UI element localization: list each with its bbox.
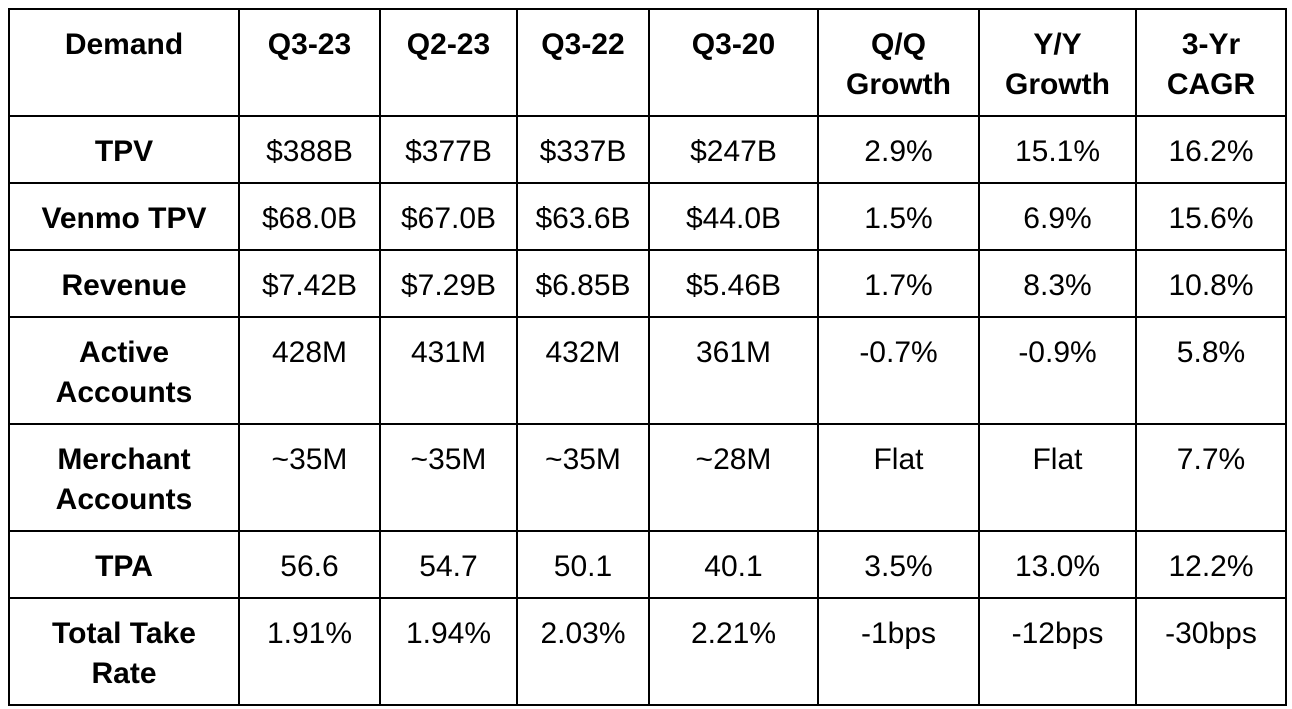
table-cell: 16.2% <box>1135 115 1287 184</box>
header-cell: Y/Y Growth <box>978 8 1137 117</box>
row-label: Venmo TPV <box>8 182 240 251</box>
table-cell: 428M <box>238 316 381 425</box>
data-table: Demand Q3-23 Q2-23 Q3-22 Q3-20 Q/Q Growth Y/Y … <box>8 8 1287 706</box>
table-cell: 1.5% <box>817 182 980 251</box>
table-cell: $7.42B <box>238 249 381 318</box>
table-cell: 432M <box>516 316 650 425</box>
row-label: Total Take Rate <box>8 597 240 706</box>
table-cell: 10.8% <box>1135 249 1287 318</box>
header-cell: Q/Q Growth <box>817 8 980 117</box>
table-cell: -1bps <box>817 597 980 706</box>
table-cell: 13.0% <box>978 530 1137 599</box>
table-cell: 3.5% <box>817 530 980 599</box>
table-cell: -12bps <box>978 597 1137 706</box>
table-cell: $44.0B <box>648 182 819 251</box>
table-row: Venmo TPV $68.0B $67.0B $63.6B $44.0B 1.5% 6.9… <box>8 182 1287 251</box>
table-cell: Flat <box>978 423 1137 532</box>
table-row: Total Take Rate 1.91% 1.94% 2.03% 2.21% -1bps… <box>8 597 1287 706</box>
table-cell: 2.9% <box>817 115 980 184</box>
table-cell: 54.7 <box>379 530 518 599</box>
table-cell: 56.6 <box>238 530 381 599</box>
table-cell: 50.1 <box>516 530 650 599</box>
table-cell: 12.2% <box>1135 530 1287 599</box>
table-row: Merchant Accounts ~35M ~35M ~35M ~28M Flat Fla… <box>8 423 1287 532</box>
header-cell: 3-Yr CAGR <box>1135 8 1287 117</box>
table-cell: ~28M <box>648 423 819 532</box>
header-cell: Q3-20 <box>648 8 819 117</box>
table-cell: 15.6% <box>1135 182 1287 251</box>
row-label: Revenue <box>8 249 240 318</box>
table-cell: -30bps <box>1135 597 1287 706</box>
header-row: Demand Q3-23 Q2-23 Q3-22 Q3-20 Q/Q Growth Y/Y … <box>8 8 1287 117</box>
table-cell: $337B <box>516 115 650 184</box>
table-cell: 361M <box>648 316 819 425</box>
header-cell: Demand <box>8 8 240 117</box>
table-cell: 1.94% <box>379 597 518 706</box>
table-cell: ~35M <box>238 423 381 532</box>
table-cell: $247B <box>648 115 819 184</box>
table-cell: 8.3% <box>978 249 1137 318</box>
row-label: Active Accounts <box>8 316 240 425</box>
table-cell: 431M <box>379 316 518 425</box>
table-cell: -0.7% <box>817 316 980 425</box>
table-cell: $388B <box>238 115 381 184</box>
table-cell: -0.9% <box>978 316 1137 425</box>
table-cell: $67.0B <box>379 182 518 251</box>
table-row: TPA 56.6 54.7 50.1 40.1 3.5% 13.0% 12.2% <box>8 530 1287 599</box>
table-row: Revenue $7.42B $7.29B $6.85B $5.46B 1.7% 8.3% 1… <box>8 249 1287 318</box>
table-cell: 2.21% <box>648 597 819 706</box>
table-cell: Flat <box>817 423 980 532</box>
table-row: TPV $388B $377B $337B $247B 2.9% 15.1% 16.2% <box>8 115 1287 184</box>
row-label: Merchant Accounts <box>8 423 240 532</box>
table-cell: 1.7% <box>817 249 980 318</box>
table-cell: 1.91% <box>238 597 381 706</box>
header-cell: Q3-23 <box>238 8 381 117</box>
table-cell: ~35M <box>379 423 518 532</box>
row-label: TPA <box>8 530 240 599</box>
header-cell: Q2-23 <box>379 8 518 117</box>
table-row: Active Accounts 428M 431M 432M 361M -0.7% -0.9… <box>8 316 1287 425</box>
row-label: TPV <box>8 115 240 184</box>
table-cell: $63.6B <box>516 182 650 251</box>
table-cell: $68.0B <box>238 182 381 251</box>
table-cell: 5.8% <box>1135 316 1287 425</box>
header-cell: Q3-22 <box>516 8 650 117</box>
table-cell: 40.1 <box>648 530 819 599</box>
table-cell: 6.9% <box>978 182 1137 251</box>
table-cell: ~35M <box>516 423 650 532</box>
table-cell: $377B <box>379 115 518 184</box>
table-cell: 2.03% <box>516 597 650 706</box>
table-cell: $7.29B <box>379 249 518 318</box>
table-cell: 7.7% <box>1135 423 1287 532</box>
table-cell: $6.85B <box>516 249 650 318</box>
table-cell: $5.46B <box>648 249 819 318</box>
table-cell: 15.1% <box>978 115 1137 184</box>
